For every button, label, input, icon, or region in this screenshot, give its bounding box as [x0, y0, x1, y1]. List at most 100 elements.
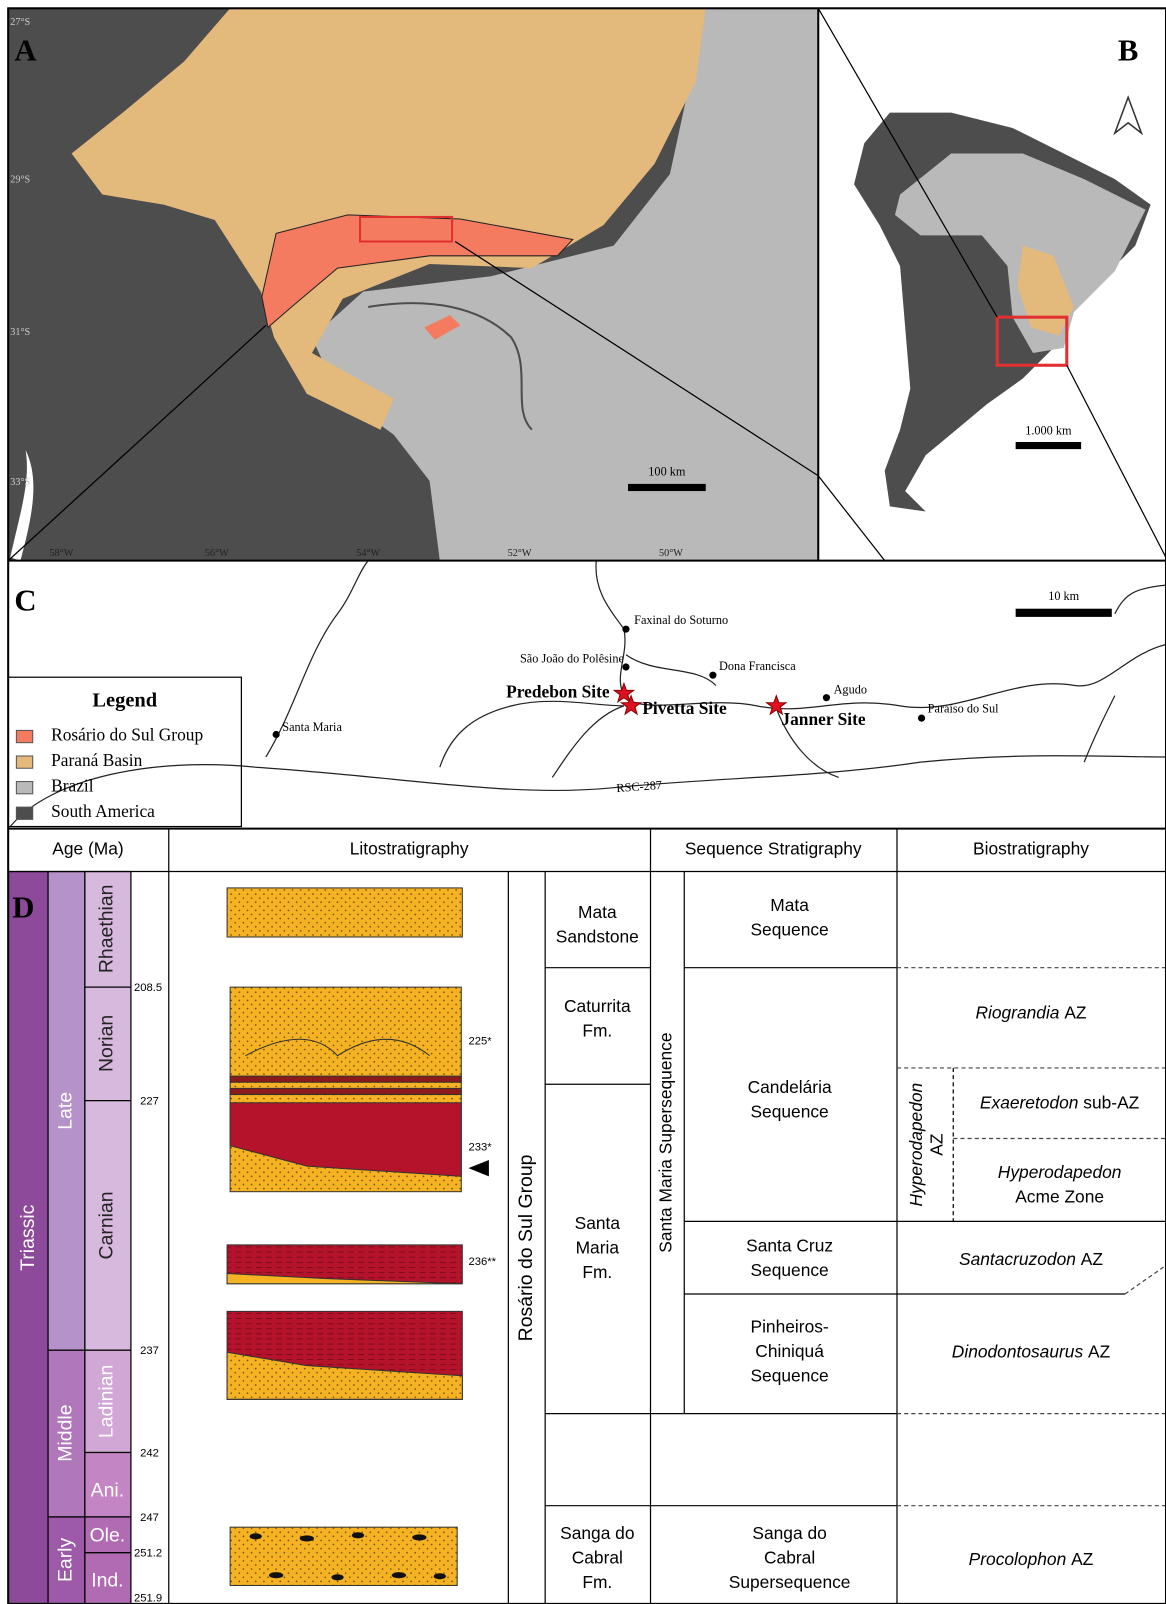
map-a	[8, 8, 818, 560]
panel-label: C	[14, 584, 36, 618]
biozone-taxon: Procolophon	[969, 1548, 1067, 1568]
formation: Cabral	[572, 1547, 623, 1567]
formation: Fm.	[582, 1572, 612, 1592]
stage: Ladinian	[96, 1365, 118, 1438]
latitude-label: 31°S	[10, 327, 30, 338]
age-label: 247	[140, 1512, 159, 1524]
biozone-rank: AZ	[1081, 1249, 1104, 1269]
biozone-taxon: Hyperodapedon	[998, 1162, 1122, 1182]
stage: Carnian	[96, 1191, 118, 1259]
formation: Fm.	[582, 1021, 612, 1041]
town-dot	[273, 731, 280, 738]
biozone-taxon: Hyperodapedon	[906, 1083, 926, 1207]
dated-level: 225*	[468, 1035, 492, 1047]
sequence: Supersequence	[729, 1572, 851, 1592]
longitude-label: 58°W	[49, 548, 73, 559]
epoch: Late	[55, 1092, 77, 1130]
panel-label: D	[12, 890, 34, 924]
stage: Norian	[96, 1015, 118, 1072]
sequence: Candelária	[748, 1077, 832, 1097]
site-label: Pivetta Site	[642, 699, 727, 718]
biozone-taxon: Exaeretodon	[980, 1092, 1079, 1112]
town-label: Paraíso do Sul	[928, 702, 999, 716]
longitude-label: 56°W	[205, 548, 229, 559]
stage: Rhaethian	[96, 885, 118, 974]
legend-item: South America	[51, 802, 155, 821]
column-header: Age (Ma)	[52, 839, 123, 859]
age-label: 251.9	[134, 1593, 162, 1604]
formation: Sanga do	[560, 1523, 634, 1543]
legend-title: Legend	[92, 689, 157, 711]
formation: Mata	[578, 902, 617, 922]
biozone-rank: AZ	[927, 1133, 947, 1156]
sequence: Pinheiros-	[750, 1316, 828, 1336]
age-label: 242	[140, 1447, 159, 1459]
biozone: Dinodontosaurus AZ	[952, 1341, 1111, 1361]
epoch: Early	[55, 1537, 77, 1582]
biozone: Santacruzodon AZ	[959, 1249, 1103, 1269]
formation: Sandstone	[556, 927, 639, 947]
town-dot	[823, 694, 830, 701]
age-label: 251.2	[134, 1548, 162, 1560]
site-label: Predebon Site	[506, 683, 610, 702]
sequence: Mata	[770, 895, 809, 915]
column-header: Litostratigraphy	[350, 839, 469, 859]
group: Rosário do Sul Group	[515, 1155, 537, 1342]
sequence: Santa Cruz	[746, 1236, 833, 1256]
formation: Santa	[575, 1213, 621, 1233]
legend-swatch	[16, 730, 32, 742]
biozone-taxon: Riograndia	[975, 1002, 1059, 1022]
column-header: Biostratigraphy	[973, 839, 1089, 859]
supersequence: Santa Maria Supersequence	[655, 1032, 675, 1252]
town-dot	[918, 715, 925, 722]
longitude-label: 54°W	[356, 548, 380, 559]
sequence: Cabral	[764, 1547, 815, 1567]
sequence: Chiniquá	[755, 1341, 824, 1361]
epoch: Middle	[55, 1404, 77, 1461]
biozone-taxon: Dinodontosaurus	[952, 1341, 1084, 1361]
longitude-label: 52°W	[508, 548, 532, 559]
longitude-label: 50°W	[659, 548, 683, 559]
town-label: Santa Maria	[282, 720, 342, 734]
latitude-label: 33°S	[10, 477, 30, 488]
age-label: 227	[140, 1096, 159, 1108]
legend-swatch	[16, 807, 32, 819]
age-label: 208.5	[134, 982, 162, 994]
town-label: Faxinal do Soturno	[634, 613, 728, 627]
town-dot	[709, 672, 716, 679]
town-label: Agudo	[834, 682, 867, 696]
legend-swatch	[16, 782, 32, 794]
sequence: Sanga do	[752, 1523, 826, 1543]
figure: A27°S29°S31°S33°S58°W56°W54°W52°W50°W100…	[0, 0, 1166, 1604]
age-label: 237	[140, 1345, 159, 1357]
dated-level: 233*	[468, 1142, 492, 1154]
biozone-rank: AZ	[1088, 1341, 1111, 1361]
latitude-label: 29°S	[10, 174, 30, 185]
legend-item: Brazil	[51, 777, 94, 796]
dated-level: 236**	[468, 1256, 496, 1268]
column-header: Sequence Stratigraphy	[685, 839, 862, 859]
formation: Maria	[576, 1238, 620, 1258]
biozone: Exaeretodon sub-AZ	[980, 1092, 1140, 1112]
town-label: Dona Francisca	[719, 659, 796, 673]
legend-item: Rosário do Sul Group	[51, 726, 203, 745]
biozone-rank: sub-AZ	[1083, 1092, 1139, 1112]
latitude-label: 27°S	[10, 17, 30, 28]
sequence: Sequence	[750, 1102, 828, 1122]
stage: Ole.	[90, 1525, 126, 1547]
town-dot	[622, 626, 629, 633]
biozone: Riograndia AZ	[975, 1002, 1086, 1022]
formation: Caturrita	[564, 996, 631, 1016]
scale-bar	[1016, 609, 1112, 617]
legend-item: Paraná Basin	[51, 751, 143, 770]
sequence: Sequence	[750, 919, 828, 939]
map-b	[818, 8, 1166, 560]
biozone-rank: Acme Zone	[1015, 1186, 1104, 1206]
sequence: Sequence	[750, 1365, 828, 1385]
scale-label: 1.000 km	[1025, 424, 1072, 438]
stage: Ani.	[91, 1479, 124, 1501]
scale-label: 100 km	[648, 464, 686, 478]
period: Triassic	[17, 1204, 39, 1270]
road-label: RSC-287	[616, 778, 663, 795]
scale-label: 10 km	[1048, 589, 1079, 603]
